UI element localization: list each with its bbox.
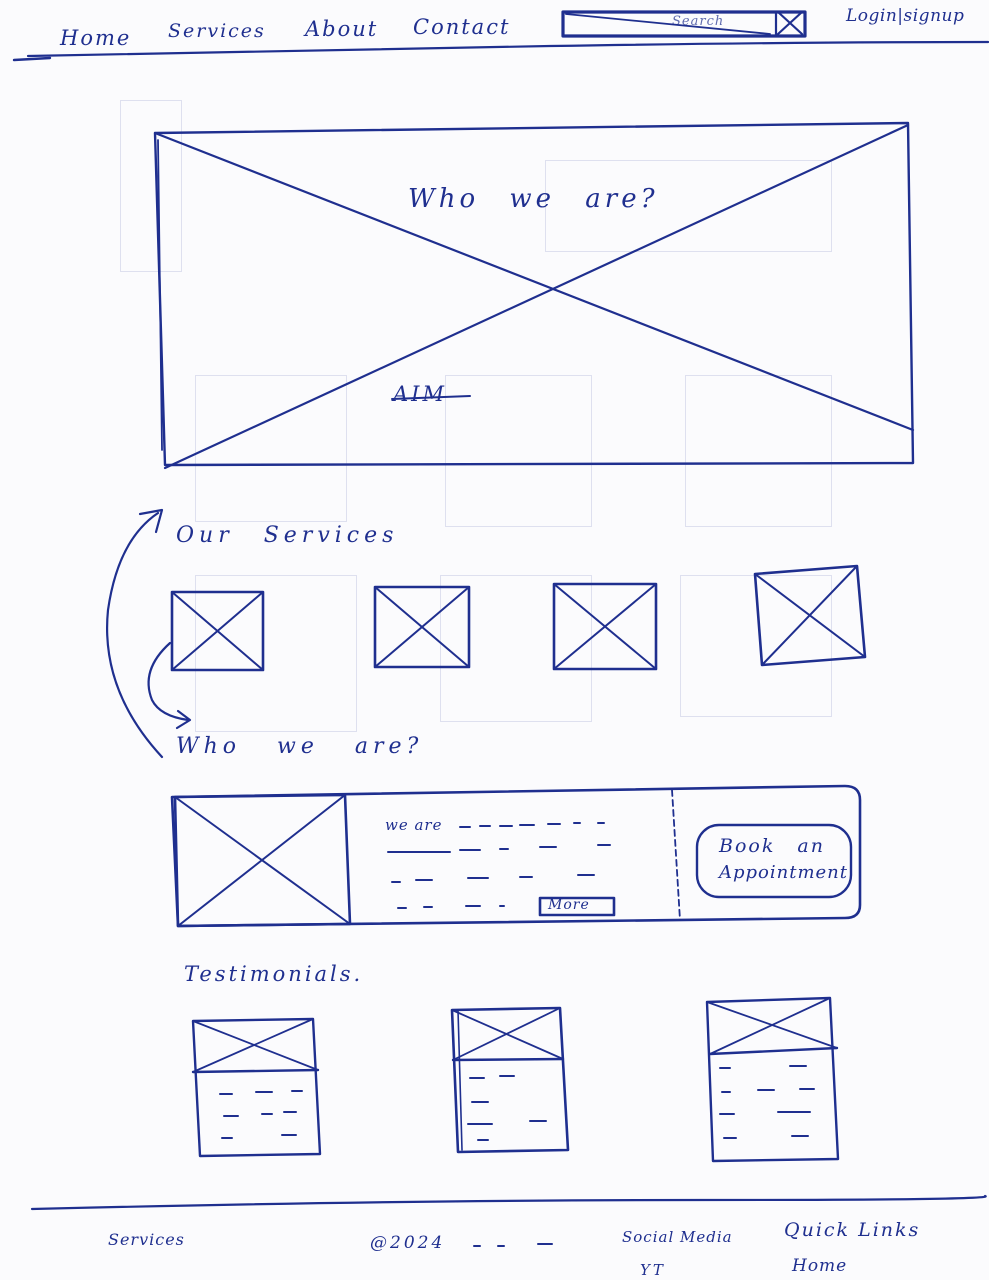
who-panel-divider <box>671 789 681 921</box>
nav-about[interactable]: About <box>305 17 379 41</box>
testimonial-card-3 <box>705 996 840 1163</box>
testimonials-heading: Testimonials. <box>184 962 364 986</box>
hero-aim-text: AIM <box>393 382 447 406</box>
nav-contact[interactable]: Contact <box>413 15 511 39</box>
footer-quick-link-home[interactable]: Home <box>792 1256 848 1276</box>
hero-title: Who we are? <box>408 184 659 214</box>
flow-arrow-down <box>147 641 190 722</box>
nav-services[interactable]: Services <box>168 20 266 42</box>
book-appointment-button[interactable]: Book an Appointment <box>697 825 851 897</box>
who-lead-text: we are <box>385 816 443 834</box>
services-heading: Our Services <box>176 523 399 548</box>
footer-social-heading: Social Media <box>622 1228 733 1246</box>
testimonial-card-2 <box>450 1006 570 1154</box>
footer-divider <box>30 1194 987 1211</box>
footer-services-link[interactable]: Services <box>108 1230 185 1249</box>
who-heading: Who we are? <box>176 734 424 759</box>
who-text-lines <box>387 822 611 909</box>
header-divider <box>26 40 989 58</box>
footer-quick-links-heading: Quick Links <box>784 1219 921 1241</box>
search-icon <box>774 10 804 37</box>
footer-copyright: @2024 <box>370 1233 446 1253</box>
book-appointment-line1: Book an <box>719 835 825 857</box>
flow-arrow-up <box>106 511 164 759</box>
header-divider-tick <box>12 56 52 62</box>
footer-social-youtube-link[interactable]: YT <box>640 1261 666 1279</box>
nav-home[interactable]: Home <box>60 26 132 50</box>
testimonial-card-1 <box>191 1017 322 1158</box>
book-appointment-line2: Appointment <box>719 862 849 883</box>
login-signup-link[interactable]: Login|signup <box>846 6 965 26</box>
who-image-placeholder <box>173 793 352 928</box>
more-button[interactable]: More <box>548 897 590 913</box>
search-input[interactable]: Search <box>672 14 725 29</box>
